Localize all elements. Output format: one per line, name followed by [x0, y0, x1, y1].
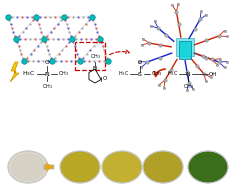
Polygon shape	[176, 38, 194, 56]
Polygon shape	[10, 62, 19, 82]
Ellipse shape	[191, 153, 225, 181]
Text: O: O	[138, 60, 142, 65]
Ellipse shape	[11, 153, 45, 181]
Text: S: S	[138, 71, 142, 77]
Text: OH: OH	[209, 71, 217, 77]
Text: $\mathregular{CH_3}$: $\mathregular{CH_3}$	[41, 82, 53, 91]
Ellipse shape	[188, 151, 228, 183]
Bar	[75, 42, 105, 70]
Text: $\mathregular{CH_3}$: $\mathregular{CH_3}$	[90, 52, 100, 61]
Ellipse shape	[143, 151, 183, 183]
Text: N: N	[93, 67, 97, 71]
Text: $\mathregular{H_3C}$: $\mathregular{H_3C}$	[22, 70, 36, 78]
Polygon shape	[179, 41, 191, 59]
Ellipse shape	[102, 151, 142, 183]
Ellipse shape	[105, 153, 139, 181]
Ellipse shape	[8, 151, 48, 183]
Ellipse shape	[146, 153, 180, 181]
Text: $\mathregular{H_3C}$: $\mathregular{H_3C}$	[118, 70, 129, 78]
Text: O: O	[45, 60, 50, 65]
Text: $\mathregular{CH_3}$: $\mathregular{CH_3}$	[58, 70, 69, 78]
Text: $\mathregular{CH_3}$: $\mathregular{CH_3}$	[151, 70, 162, 78]
Text: O: O	[103, 77, 107, 81]
Ellipse shape	[12, 154, 44, 180]
Text: N: N	[45, 71, 49, 77]
Text: $\mathregular{CH_3}$: $\mathregular{CH_3}$	[182, 82, 194, 91]
Text: N: N	[186, 71, 190, 77]
Text: $\mathregular{H_3C}$: $\mathregular{H_3C}$	[167, 70, 178, 78]
Bar	[44, 165, 54, 169]
Ellipse shape	[63, 153, 97, 181]
Ellipse shape	[60, 151, 100, 183]
